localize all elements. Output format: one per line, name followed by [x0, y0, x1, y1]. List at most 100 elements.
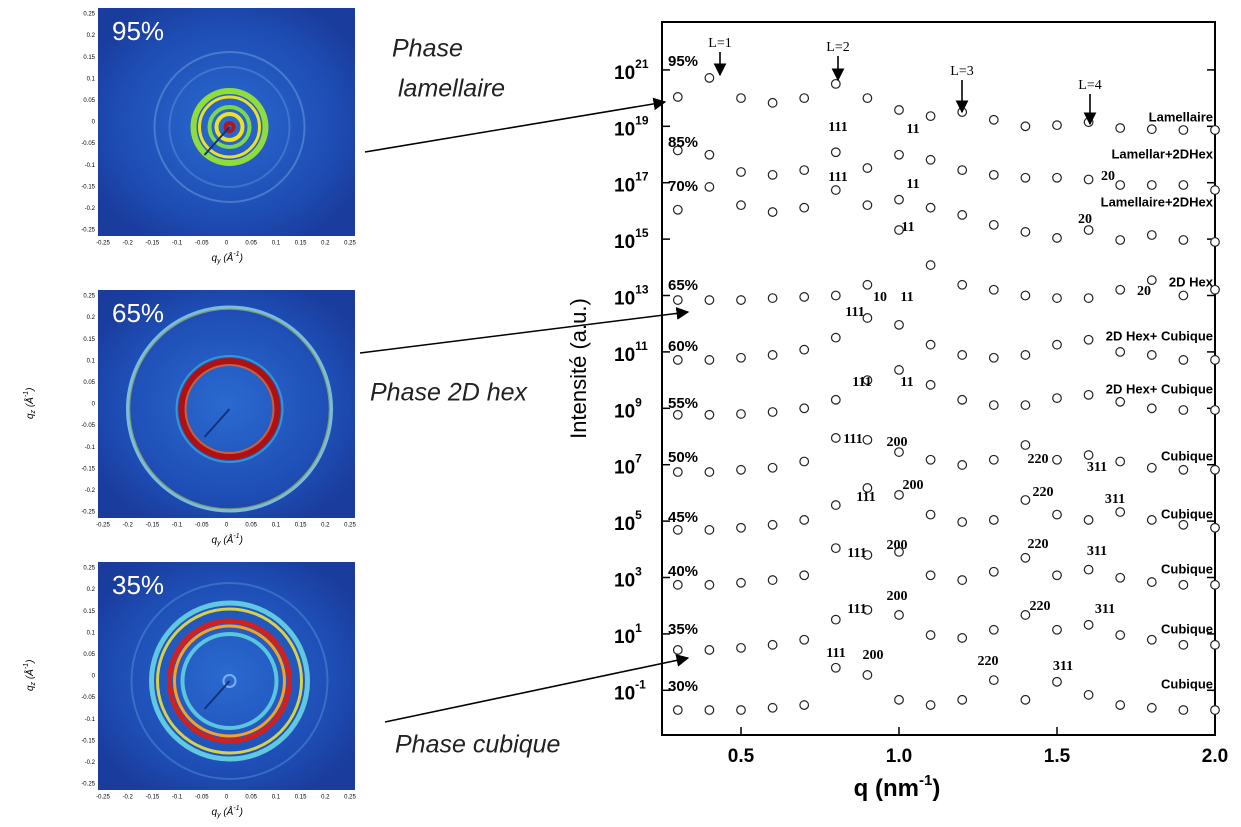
data-point [1115, 347, 1126, 357]
image-y-tick: -0.25 [81, 228, 95, 234]
data-point [767, 639, 778, 650]
image-y-tick: -0.25 [81, 510, 95, 516]
data-point [1115, 507, 1126, 517]
peak-label: 220 [1028, 537, 1049, 552]
data-point [1115, 572, 1126, 583]
series-label: 95% [668, 53, 698, 70]
data-point [862, 550, 873, 560]
y-tick-base: 10 [614, 683, 635, 704]
image-panel: 35% -0.25 -0.2 -0.15 -0.1 -0.05 0 0.05 0.1 0.15 0.… [23, 562, 356, 819]
data-point [736, 522, 746, 533]
data-point [830, 147, 841, 158]
ring [222, 674, 237, 688]
data-point [925, 570, 936, 581]
peak-label: 11 [906, 122, 919, 137]
data-point [925, 154, 936, 165]
data-point [799, 570, 810, 581]
phase-annotation: Cubique [1161, 621, 1213, 636]
data-point [1020, 290, 1031, 301]
y-tick-exponent: 19 [635, 113, 649, 127]
data-point [894, 149, 904, 160]
data-point [988, 219, 999, 230]
phase-annotation: Cubique [1161, 448, 1213, 463]
data-point [862, 163, 873, 173]
ring [190, 88, 269, 166]
series-label: 65% [668, 277, 698, 294]
phase-annotation: Cubique [1161, 676, 1213, 691]
image-x-tick: 0.05 [245, 241, 257, 247]
peak-label: 220 [1030, 599, 1051, 614]
data-point [988, 566, 999, 577]
data-point [704, 149, 715, 160]
data-point [1146, 403, 1157, 414]
data-point [1052, 233, 1062, 243]
y-tick-label: 1011 [614, 339, 648, 366]
data-point [736, 577, 746, 588]
data-point [830, 614, 841, 625]
data-point [767, 293, 778, 303]
data-point [957, 350, 968, 360]
data-point [894, 365, 904, 375]
data-point [1115, 700, 1126, 710]
scattering-images: 95% -0.25 -0.2 -0.15 -0.1 -0.05 0 0.05 0.1 0.15 0.… [23, 8, 356, 819]
data-point [704, 579, 715, 590]
image-x-tick: 0.25 [344, 241, 356, 247]
label-sub: z [30, 681, 37, 686]
data-point [1020, 440, 1031, 450]
data-point [1052, 393, 1062, 404]
ring [130, 582, 329, 780]
data-point [704, 295, 715, 305]
data-point [1083, 689, 1094, 700]
peak-label: 111 [826, 646, 845, 661]
data-point [1115, 396, 1126, 407]
data-point [925, 339, 936, 350]
image-x-tick: 0.1 [272, 241, 281, 247]
label-sub: y [216, 258, 221, 265]
data-point [830, 332, 841, 343]
image-x-tick: 0.2 [321, 795, 330, 801]
data-point [1083, 174, 1094, 185]
data-point [736, 705, 746, 715]
peak-label: 10 [873, 290, 887, 305]
phase-annotation: 2D Hex [1169, 274, 1214, 289]
y-tick-exponent: 11 [635, 339, 648, 353]
data-point [1210, 579, 1220, 590]
image-y-tick: -0.2 [85, 488, 96, 494]
data-point [862, 313, 873, 323]
data-point [704, 355, 715, 365]
label: q [212, 807, 218, 818]
data-point [1115, 180, 1126, 190]
phase-annotation: 2D Hex+ Cubique [1106, 381, 1213, 396]
data-point [862, 670, 873, 680]
data-point [799, 634, 810, 645]
peak-label: 111 [843, 432, 862, 447]
data-point [672, 705, 683, 715]
data-point [862, 434, 873, 445]
data-point [1178, 519, 1189, 530]
y-tick-base: 10 [614, 514, 635, 535]
image-x-tick: -0.05 [195, 523, 209, 529]
data-point [799, 403, 810, 414]
y-tick-label: 1019 [614, 113, 649, 140]
data-point [1146, 577, 1157, 587]
peak-label: 20 [1137, 284, 1151, 299]
data-point [1146, 230, 1157, 240]
data-point [736, 167, 746, 177]
data-point [799, 344, 810, 355]
ring [168, 66, 291, 188]
data-point [1178, 405, 1189, 415]
y-tick-exponent: 3 [635, 565, 642, 579]
data-point [1083, 293, 1094, 303]
label: (Å [23, 669, 36, 682]
data-point [704, 182, 715, 192]
peak-label: 11 [900, 290, 913, 305]
data-point [799, 700, 810, 710]
image-x-tick: -0.1 [172, 795, 183, 801]
data-point [925, 454, 936, 465]
y-tick-label: 109 [614, 395, 642, 422]
data-point [1020, 495, 1031, 505]
data-point [830, 290, 841, 301]
phase-label: lamellaire [398, 75, 505, 103]
